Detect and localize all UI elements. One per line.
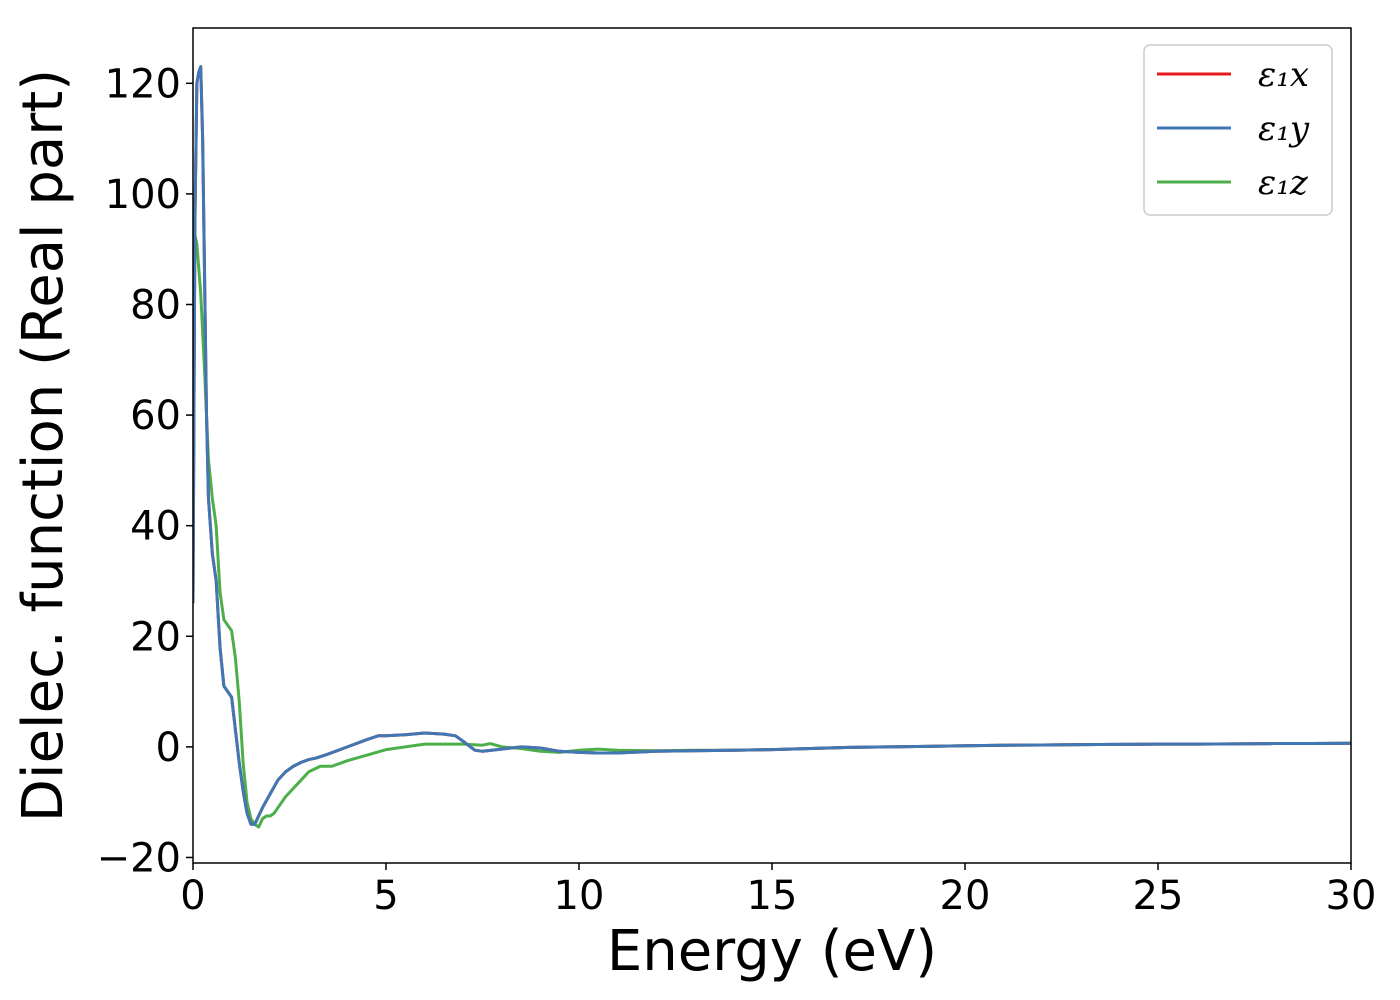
- y-tick-label: 80: [130, 282, 181, 328]
- y-tick-label: 120: [105, 61, 181, 107]
- x-tick-label: 5: [373, 873, 398, 919]
- y-axis-title: Dielec. function (Real part): [11, 69, 76, 822]
- x-tick-label: 15: [747, 873, 798, 919]
- x-axis-title: Energy (eV): [607, 919, 937, 984]
- x-tick-label: 0: [180, 873, 205, 919]
- series-layer: [193, 65, 1351, 829]
- legend-box: [1143, 44, 1333, 216]
- y-tick-label: 100: [105, 172, 181, 218]
- x-tick-label: 10: [554, 873, 605, 919]
- legend-label-1: ε₁y: [1258, 109, 1310, 149]
- y-tick-label: 40: [130, 504, 181, 550]
- x-tick-label: 30: [1326, 873, 1377, 919]
- legend-label-0: ε₁x: [1258, 55, 1309, 95]
- y-tick-label: 20: [130, 614, 181, 660]
- y-axis: −20 0 20 40 60 80 100 120: [97, 61, 193, 881]
- y-tick-label: −20: [97, 835, 181, 881]
- x-tick-label: 20: [940, 873, 991, 919]
- legend-label-2: ε₁z: [1258, 163, 1309, 203]
- y-tick-label: 0: [156, 725, 181, 771]
- series-line-1: [193, 65, 1351, 826]
- x-axis: 0 5 10 15 20 25 30: [180, 863, 1376, 919]
- legend: ε₁x ε₁y ε₁z: [1143, 44, 1333, 216]
- series-line-2: [193, 226, 1351, 829]
- x-tick-label: 25: [1133, 873, 1184, 919]
- y-tick-label: 60: [130, 393, 181, 439]
